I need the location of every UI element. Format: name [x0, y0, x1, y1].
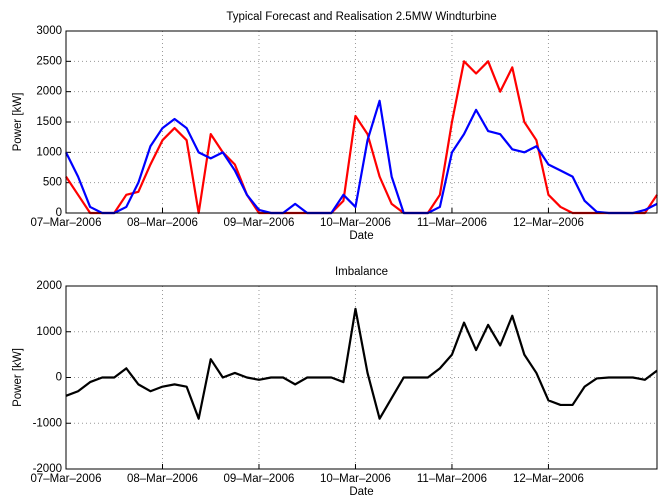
y-axis-label: Power [kW] — [12, 93, 24, 152]
chart-title: Imbalance — [335, 266, 388, 278]
x-tick-label: 12–Mar–2006 — [513, 217, 584, 229]
x-tick-label: 12–Mar–2006 — [513, 473, 584, 485]
x-tick-label: 09–Mar–2006 — [223, 473, 294, 485]
y-axis-label: Power [kW] — [12, 348, 24, 407]
series-line — [65, 60, 658, 215]
axes-box — [65, 285, 658, 470]
x-tick-label: 10–Mar–2006 — [320, 217, 391, 229]
x-tick-label: 07–Mar–2006 — [31, 217, 102, 229]
x-tick-label: 07–Mar–2006 — [31, 473, 102, 485]
y-tick-label: 2000 — [36, 280, 62, 292]
y-tick-label: 2500 — [36, 55, 62, 67]
axes-box — [65, 30, 658, 214]
y-tick-label: 2000 — [36, 86, 62, 98]
y-tick-label: -1000 — [33, 417, 62, 429]
y-tick-label: 500 — [43, 177, 62, 189]
y-tick-label: 0 — [56, 372, 62, 384]
series-line — [65, 99, 658, 215]
x-tick-label: 09–Mar–2006 — [223, 217, 294, 229]
x-tick-label: 11–Mar–2006 — [417, 217, 487, 229]
y-tick-label: 1500 — [36, 116, 62, 128]
chart-title: Typical Forecast and Realisation 2.5MW W… — [226, 11, 496, 23]
x-axis-label: Date — [349, 486, 373, 498]
x-tick-label: 08–Mar–2006 — [127, 473, 198, 485]
y-tick-label: 0 — [56, 207, 62, 219]
x-axis-label: Date — [349, 230, 373, 242]
y-tick-label: -2000 — [33, 463, 62, 475]
y-tick-label: 1000 — [36, 326, 62, 338]
y-tick-label: 1000 — [36, 146, 62, 158]
y-tick-label: 3000 — [36, 25, 62, 37]
x-tick-label: 10–Mar–2006 — [320, 473, 391, 485]
series-line — [65, 307, 658, 420]
x-tick-label: 08–Mar–2006 — [127, 217, 198, 229]
x-tick-label: 11–Mar–2006 — [417, 473, 487, 485]
